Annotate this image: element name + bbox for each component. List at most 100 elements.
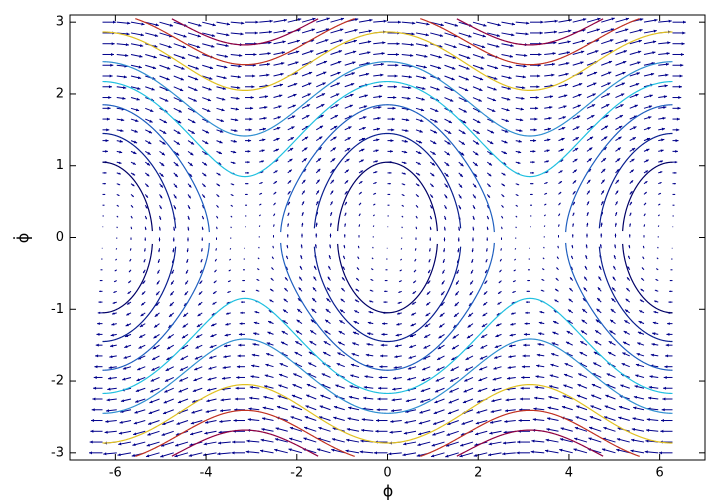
vector-arrow-head [168,45,172,49]
vector-arrow-head [439,34,444,37]
vector-arrow-head [224,344,228,348]
vector-arrow-head [123,86,127,90]
vector-arrow-head [283,309,287,313]
contour-line [135,18,640,66]
vector-arrow-head [335,384,339,388]
vector-arrow-head [559,170,563,173]
vector-arrow-head [644,450,648,454]
vector-arrow-head [307,93,311,97]
vector-arrow-head [449,389,453,393]
vector-arrow-head [275,427,279,431]
vector-arrow-head [373,214,375,216]
vector-arrow-head [130,227,132,230]
vector-arrow-head [636,72,640,76]
vector-arrow-head [431,173,435,177]
y-tick-label: -1 [51,302,64,317]
vector-arrow-head [179,378,183,382]
vector-arrow-head [628,244,631,247]
vector-arrow-head [500,249,502,251]
vector-arrow-head [629,223,631,226]
vector-arrow-head [658,451,662,455]
vector-arrow [543,225,546,227]
vector-arrow-head [106,398,110,402]
vector-arrow-head [251,364,255,368]
contour-line [135,409,640,457]
vector-arrow-head [576,394,581,398]
vector-arrow-head [613,265,616,269]
vector-arrow-head [408,86,412,90]
vector-arrow-head [190,421,195,425]
vector-arrow-head [646,148,650,152]
vector-arrow-head [649,375,653,379]
vector-arrow-head [553,30,558,34]
vector-arrow-head [286,234,289,236]
vector-arrow-head [237,354,241,358]
vector-arrow-head [135,108,140,112]
vector-arrow-head [578,83,583,86]
vector-arrow-head [658,203,661,206]
vector-arrow-head [517,161,521,164]
vector-arrow-head [344,223,346,226]
vector-arrow-head [659,171,663,174]
vector-arrow-head [451,357,455,360]
vector-arrow-head [626,288,629,291]
vector-arrow-head [467,45,471,49]
vector-arrow-head [674,182,676,185]
vector-arrow-head [113,291,116,293]
vector-arrow-head [218,430,222,434]
vector-arrow-head [620,104,624,108]
vector-arrow-head [438,55,442,59]
vector-arrow-head [622,71,626,75]
vector-arrow-head [551,353,555,356]
vector-arrow-head [312,287,316,291]
vector-arrow-head [320,394,324,398]
vector-arrow-head [494,76,498,80]
vector-arrow-head [457,250,460,253]
vector-arrow-head [479,88,483,91]
vector-arrow-head [391,398,395,402]
vector-field [89,17,686,458]
vector-arrow-head [222,366,226,369]
vector-arrow-head [501,205,504,208]
vector-arrow-head [207,109,211,112]
vector-arrow-head [141,292,145,295]
vector-arrow-head [655,279,658,281]
vector-arrow-head [417,443,421,447]
vector-arrow-head [555,288,558,291]
vector-arrow-head [476,130,480,134]
vector-arrow-head [159,206,162,210]
vector-arrow-head [563,105,567,109]
vector-arrow-head [352,50,357,54]
vector-arrow-head [144,249,146,252]
vector-arrow-head [402,194,405,196]
vector-arrow-head [91,419,95,423]
vector-arrow-head [327,276,331,280]
vector-arrow-head [580,61,584,65]
vector-arrow-head [254,31,258,35]
vector-arrow-head [247,150,251,153]
vector-arrow-head [605,394,609,398]
vector-arrow-head [323,352,327,355]
vector-arrow-head [174,173,178,177]
vector-arrow-head [330,190,334,194]
vector-arrow-head [510,322,514,326]
vector-arrow-head [415,238,417,240]
vector-arrow-head [664,365,668,369]
vector-arrow-head [378,386,382,390]
vector-arrow-head [350,93,354,97]
vector-arrow-head [505,398,509,402]
vector-arrow-head [483,302,487,306]
vector-arrow-head [146,454,150,458]
vector-arrow-head [239,322,243,325]
vector-arrow-head [318,136,323,140]
vector-arrow-head [257,268,259,270]
vector-arrow-head [496,44,500,48]
vector-arrow-head [119,139,123,143]
vector-arrow-head [591,104,596,108]
vector-arrow-head [389,182,391,185]
vector-arrow-head [162,422,166,425]
vector-arrow-head [399,280,401,282]
vector-arrow-head [593,351,598,355]
vector-arrow-head [146,173,150,177]
vector-arrow-head [462,131,466,134]
